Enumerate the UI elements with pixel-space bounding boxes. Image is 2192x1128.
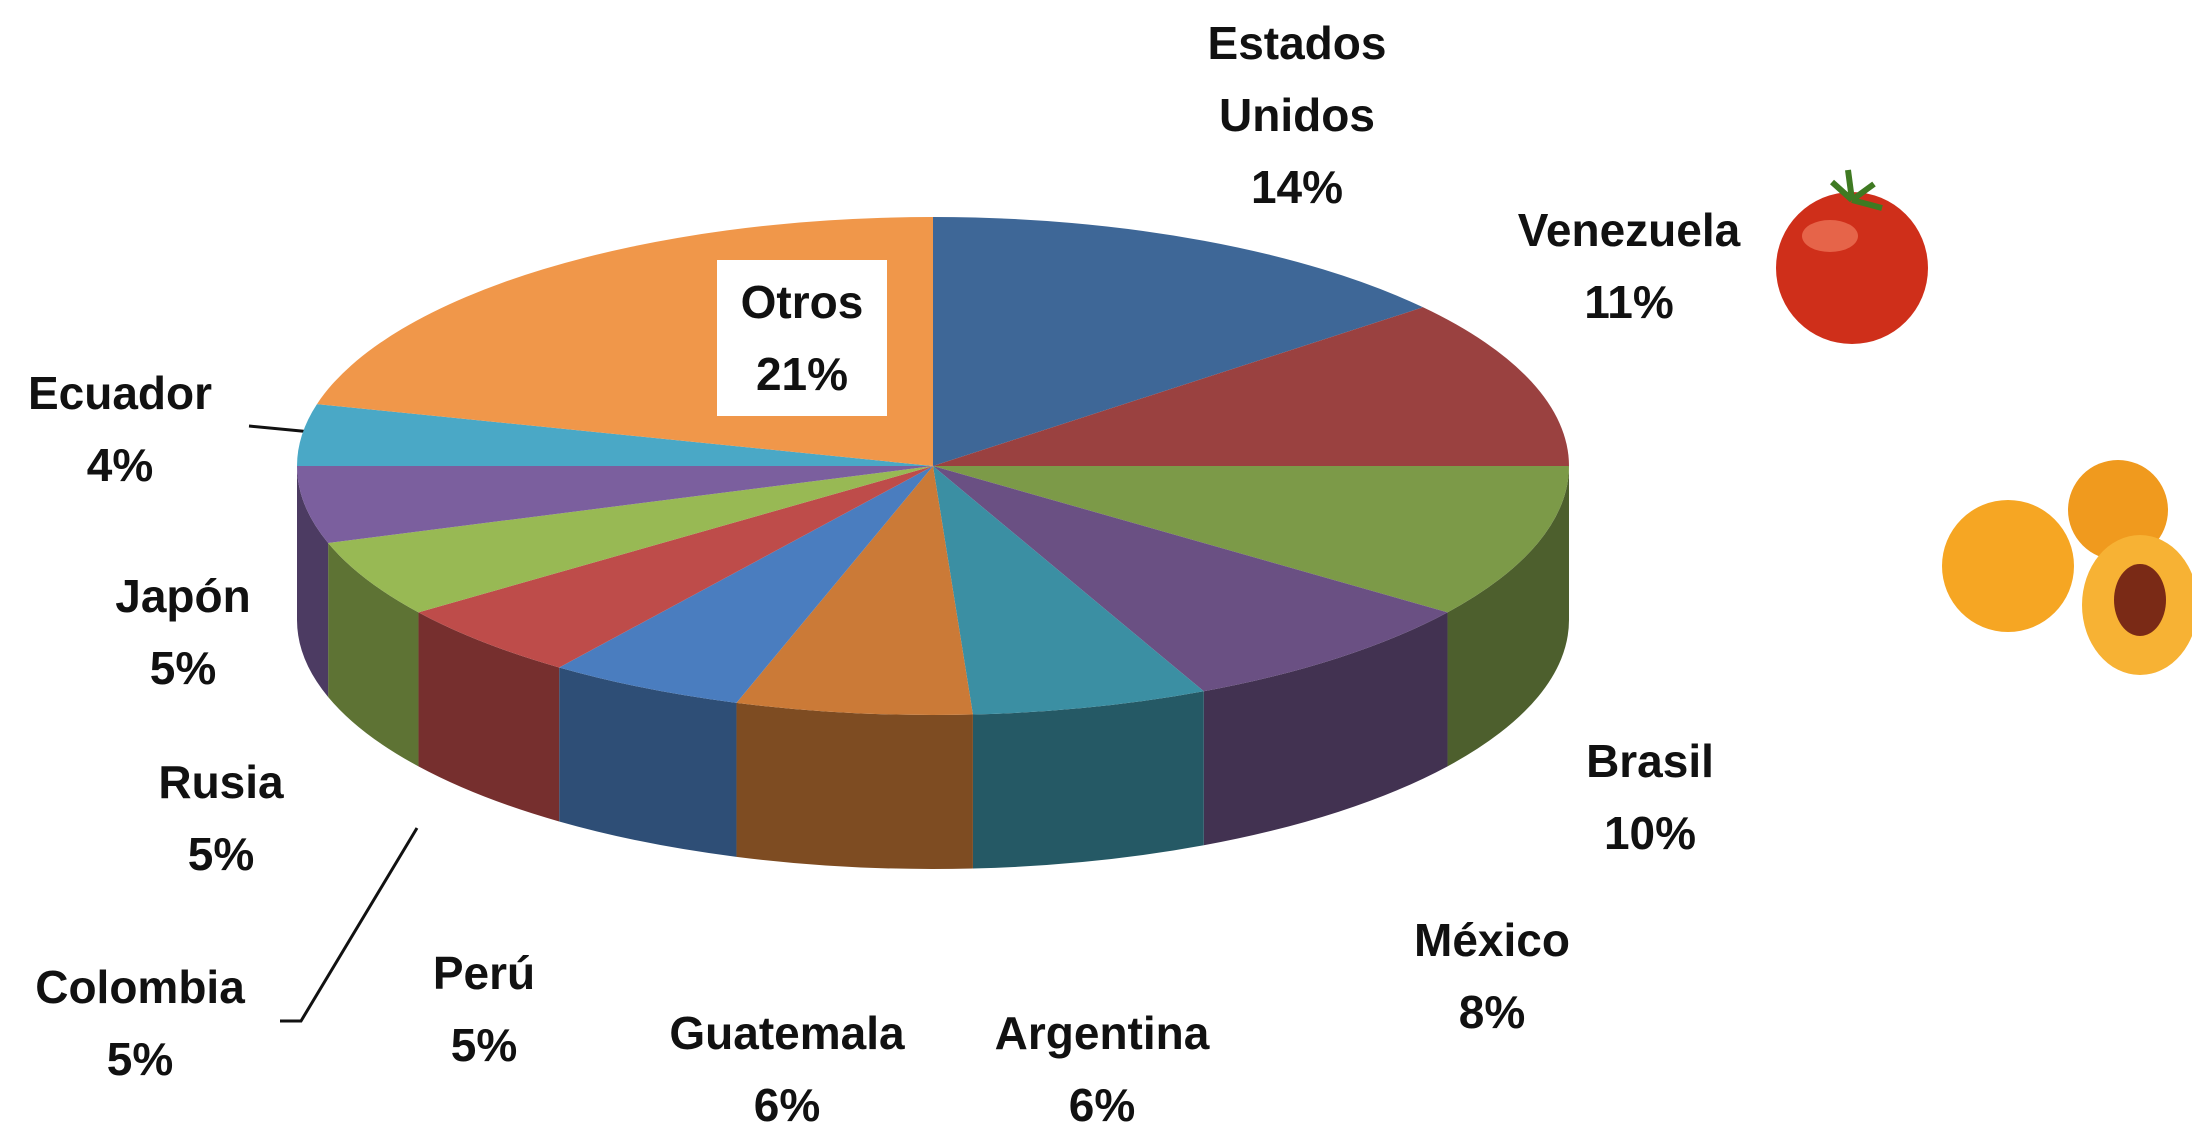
label-value: 6%: [1068, 1079, 1136, 1128]
slice: [297, 404, 933, 466]
label-value: 14%: [1250, 161, 1344, 213]
slice-side: [297, 466, 329, 697]
label-name: Ecuador: [27, 367, 213, 419]
slice-side: [418, 612, 560, 822]
slice-side: [736, 702, 973, 869]
label-name: Perú: [432, 947, 536, 999]
leader-line: [280, 827, 419, 1023]
label-value: 5%: [106, 1033, 174, 1085]
data-label: Brasil 10%: [1525, 725, 1775, 869]
tomato-icon: [1776, 192, 1928, 344]
label-name: Otros: [740, 276, 864, 328]
tomato-highlight: [1802, 220, 1858, 252]
slice: [418, 466, 933, 668]
data-label: Argentina 6%: [977, 997, 1227, 1128]
slice: [933, 217, 1424, 466]
slice: [559, 466, 933, 703]
data-label: Venezuela 11%: [1504, 194, 1754, 338]
label-value: 21%: [755, 348, 849, 400]
label-value: 5%: [187, 828, 255, 880]
label-name: México: [1414, 914, 1570, 966]
label-name: Japón: [115, 570, 251, 622]
slice: [736, 466, 973, 715]
slice-side: [1447, 466, 1569, 767]
data-label: Colombia 5%: [15, 951, 265, 1095]
data-label: Japón 5%: [58, 560, 308, 704]
slice: [933, 466, 1569, 613]
slice-side: [559, 667, 737, 857]
label-value: 10%: [1603, 807, 1697, 859]
label-value: 11%: [1584, 276, 1674, 328]
data-label: Guatemala 6%: [662, 997, 912, 1128]
label-value: 5%: [149, 642, 217, 694]
slice-side: [1203, 612, 1448, 846]
slice: [328, 466, 933, 613]
pie-tops: [297, 217, 1569, 715]
data-label: México 8%: [1367, 904, 1617, 1048]
label-value: 8%: [1458, 986, 1526, 1038]
slice: [933, 466, 1204, 715]
label-name: Venezuela: [1517, 204, 1741, 256]
pie-sides: [297, 466, 1569, 869]
slice: [297, 466, 933, 543]
label-name: Guatemala: [669, 1007, 905, 1059]
slice-side: [328, 542, 419, 767]
data-label: Rusia 5%: [96, 746, 346, 890]
slice: [933, 466, 1448, 692]
label-name: Argentina: [994, 1007, 1210, 1059]
label-value: 4%: [86, 439, 154, 491]
data-label: Perú 5%: [359, 937, 609, 1081]
data-label: Ecuador 4%: [0, 357, 245, 501]
tomato-stem: [1829, 169, 1883, 211]
label-name: Brasil: [1586, 735, 1714, 787]
slice-side: [972, 691, 1204, 869]
slice: [933, 307, 1569, 466]
label-name: Estados Unidos: [1207, 17, 1387, 141]
data-label: Estados Unidos 14%: [1172, 7, 1422, 223]
data-label: Otros 21%: [717, 260, 887, 416]
peach-icon: [2068, 460, 2168, 560]
label-name: Colombia: [35, 961, 245, 1013]
decorations: [248, 169, 2192, 1023]
label-name: Rusia: [158, 756, 284, 808]
peach-icon: [1942, 500, 2074, 632]
label-value: 5%: [450, 1019, 518, 1071]
peach-pit: [2114, 564, 2166, 636]
label-value: 6%: [753, 1079, 821, 1128]
